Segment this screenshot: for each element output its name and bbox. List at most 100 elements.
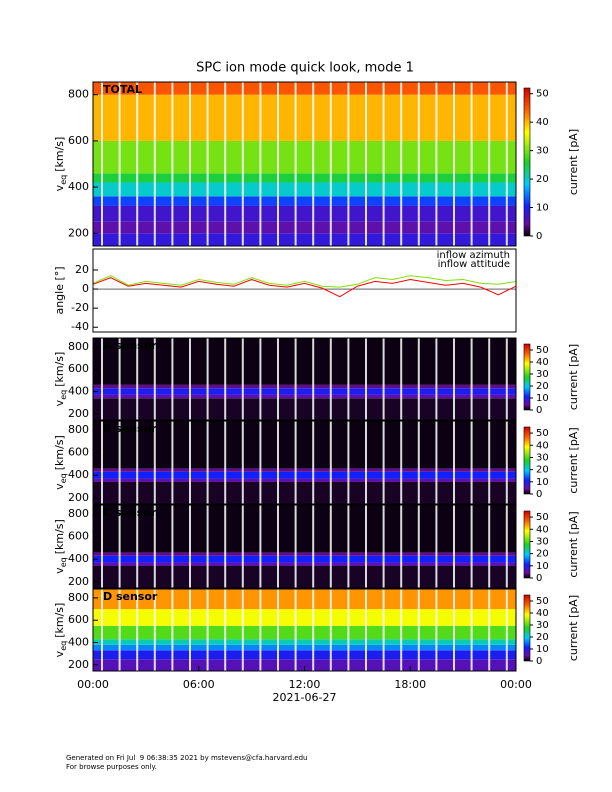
x-tick-label: 18:00 bbox=[394, 678, 426, 691]
colorbar-label: current [pA] bbox=[567, 595, 580, 661]
y-axis-label-unit: [km/s] bbox=[53, 137, 66, 172]
y-tick-label: 400 bbox=[68, 180, 89, 193]
data-gap bbox=[417, 505, 420, 588]
y-axis-label-symbol: v bbox=[53, 184, 66, 191]
spectrogram-band bbox=[93, 650, 516, 660]
data-gap bbox=[347, 589, 350, 671]
colorbar-label: current [pA] bbox=[567, 344, 580, 410]
colorbar-label: current [pA] bbox=[567, 427, 580, 493]
spectrogram-band bbox=[93, 478, 516, 482]
y-axis-label: veq [km/s] bbox=[53, 519, 68, 574]
data-gap bbox=[171, 338, 174, 420]
data-gap bbox=[400, 82, 403, 246]
colorbar-tick-label: 0 bbox=[536, 231, 542, 242]
footer: For browse purposes only. bbox=[66, 763, 157, 771]
data-gap bbox=[365, 338, 367, 420]
colorbar-tick-label: 30 bbox=[536, 146, 549, 157]
data-gap bbox=[417, 589, 420, 671]
spectrogram-band bbox=[93, 221, 516, 234]
data-gap bbox=[277, 505, 279, 588]
data-gap bbox=[277, 421, 279, 504]
data-gap bbox=[153, 338, 156, 420]
colorbar-tick-label: 10 bbox=[536, 644, 549, 655]
colorbar-tick-label: 50 bbox=[536, 512, 549, 523]
colorbar-tick-label: 20 bbox=[536, 174, 549, 185]
spectrogram-band bbox=[93, 565, 516, 588]
data-gap bbox=[365, 505, 367, 588]
data-gap bbox=[241, 82, 244, 246]
data-gap bbox=[505, 82, 508, 246]
colorbar bbox=[523, 594, 531, 662]
y-tick-label: 400 bbox=[68, 552, 89, 565]
colorbar-tick-label: 30 bbox=[536, 620, 549, 631]
colorbar-tick-label: 0 bbox=[536, 405, 542, 416]
data-gap bbox=[505, 421, 508, 504]
data-gap bbox=[453, 505, 455, 588]
data-gap bbox=[435, 338, 438, 420]
data-gap bbox=[505, 505, 508, 588]
plot-frame bbox=[92, 504, 517, 589]
y-axis-label: veq [km/s] bbox=[53, 603, 68, 658]
y-axis-label-subscript: eq bbox=[59, 175, 68, 185]
data-gap bbox=[488, 82, 491, 246]
data-gap bbox=[365, 82, 367, 246]
colorbar-tick-label: 40 bbox=[536, 117, 549, 128]
data-gap bbox=[136, 338, 139, 420]
data-gap bbox=[294, 505, 297, 588]
data-gap bbox=[118, 338, 121, 420]
data-gap bbox=[435, 421, 438, 504]
spectrogram-band bbox=[93, 338, 516, 385]
data-gap bbox=[365, 589, 367, 671]
legend-label: inflow attitude bbox=[438, 259, 510, 270]
data-gap bbox=[277, 338, 279, 420]
y-axis-label-symbol: v bbox=[53, 483, 66, 490]
colorbar bbox=[523, 510, 531, 579]
data-gap bbox=[312, 421, 315, 504]
data-gap bbox=[224, 589, 227, 671]
spectrogram-band bbox=[93, 384, 516, 389]
data-gap bbox=[312, 505, 315, 588]
y-axis-label: veq [km/s] bbox=[53, 137, 68, 192]
data-gap bbox=[136, 589, 139, 671]
data-gap bbox=[118, 589, 121, 671]
data-gap bbox=[241, 589, 244, 671]
x-tick-label: 06:00 bbox=[183, 678, 215, 691]
panel-label: C sensor bbox=[103, 506, 157, 519]
y-tick-label: 200 bbox=[68, 407, 89, 420]
data-gap bbox=[329, 589, 332, 671]
colorbar-tick-label: 0 bbox=[536, 489, 542, 500]
spectrogram-band bbox=[93, 505, 516, 553]
angle-line bbox=[92, 275, 517, 288]
data-gap bbox=[347, 338, 350, 420]
spectrogram-band bbox=[93, 562, 516, 566]
data-gap bbox=[118, 421, 121, 504]
data-gap bbox=[136, 421, 139, 504]
data-gap bbox=[224, 505, 227, 588]
colorbar-label: current [pA] bbox=[567, 129, 580, 195]
data-gap bbox=[118, 82, 121, 246]
data-gap bbox=[189, 589, 191, 671]
x-tick-label: 00:00 bbox=[77, 678, 109, 691]
colorbar-tick-label: 30 bbox=[536, 536, 549, 547]
x-axis-label: 2021-06-27 bbox=[273, 691, 337, 704]
data-gap bbox=[329, 505, 332, 588]
y-tick-label: 600 bbox=[68, 530, 89, 543]
data-gap bbox=[259, 505, 262, 588]
y-axis-label-subscript: eq bbox=[59, 473, 68, 483]
panel-label: D sensor bbox=[103, 590, 158, 603]
data-gap bbox=[382, 589, 385, 671]
data-gap bbox=[400, 589, 403, 671]
y-tick-label: 800 bbox=[68, 340, 89, 353]
colorbar-tick-label: 50 bbox=[536, 89, 549, 100]
y-axis-label-symbol: v bbox=[53, 399, 66, 406]
colorbar-tick-label: 40 bbox=[536, 357, 549, 368]
footer: Generated on Fri Jul 9 06:38:35 2021 by … bbox=[66, 754, 307, 762]
y-axis-label-subscript: eq bbox=[59, 557, 68, 567]
spectrogram-band bbox=[93, 421, 516, 469]
colorbar-tick-label: 40 bbox=[536, 608, 549, 619]
colorbar-tick-label: 40 bbox=[536, 524, 549, 535]
data-gap bbox=[329, 421, 332, 504]
data-gap bbox=[189, 82, 191, 246]
data-gap bbox=[241, 421, 244, 504]
colorbar-tick-label: 10 bbox=[536, 393, 549, 404]
